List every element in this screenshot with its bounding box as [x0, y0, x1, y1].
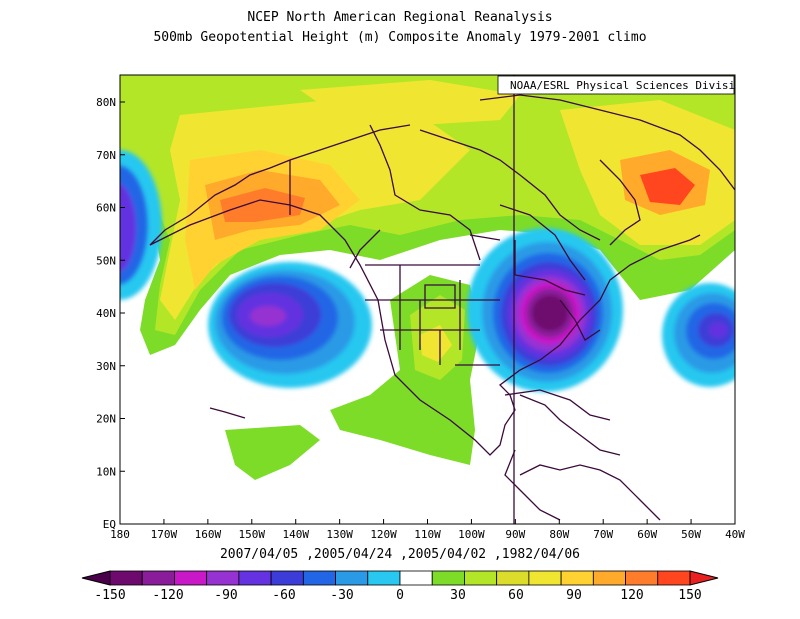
colorbar-swatch [141, 570, 175, 586]
colorbar-swatch [657, 570, 691, 586]
lon-label: 90W [505, 528, 525, 541]
colorbar-label: -90 [214, 588, 238, 603]
anomaly-field: NOAA/ESRL Physical Sciences Division [120, 75, 748, 524]
title-line-1: NCEP North American Regional Reanalysis [247, 10, 553, 25]
colorbar-label: -60 [272, 588, 296, 603]
positive-anomaly-pacific [225, 425, 320, 480]
colorbar-swatch [592, 570, 626, 586]
lat-label: 10N [96, 465, 116, 478]
pacific-low [208, 262, 372, 388]
axis-labels: 180 170W 160W 150W 140W 130W 120W 110W 100W 90W 80… [96, 96, 745, 541]
lon-label: 170W [151, 528, 178, 541]
lon-label: 80W [549, 528, 569, 541]
colorbar-min-arrow [81, 570, 111, 586]
coastlines [149, 94, 735, 521]
colorbar-label: -120 [152, 588, 184, 603]
positive-core-mexico [420, 325, 452, 362]
colorbar-label: 60 [508, 588, 524, 603]
colorbar-label: 30 [450, 588, 466, 603]
lat-label: EQ [103, 518, 116, 531]
lat-label: 30N [96, 360, 116, 373]
lon-label: 120W [370, 528, 397, 541]
colorbar-label: -150 [94, 588, 126, 603]
colorbar [81, 570, 719, 586]
lon-label: 100W [458, 528, 485, 541]
colorbar-swatch [174, 570, 208, 586]
lon-label: 60W [637, 528, 657, 541]
colorbar-label: -30 [330, 588, 354, 603]
colorbar-swatch [431, 570, 465, 586]
positive-contour-135 [220, 188, 305, 222]
lon-label: 150W [239, 528, 266, 541]
colorbar-max-arrow [689, 570, 719, 586]
colorbar-label: 150 [678, 588, 702, 603]
lon-label: 70W [593, 528, 613, 541]
lat-label: 80N [96, 96, 116, 109]
colorbar-swatch [560, 570, 594, 586]
composite-dates: 2007/04/05 ,2005/04/24 ,2005/04/02 ,1982… [219, 547, 581, 562]
lon-label: 130W [326, 528, 353, 541]
west-edge-low [120, 150, 162, 300]
credit-text: NOAA/ESRL Physical Sciences Division [510, 79, 748, 92]
lon-label: 160W [195, 528, 222, 541]
title-line-2: 500mb Geopotential Height (m) Composite … [153, 30, 647, 45]
colorbar-label: 120 [620, 588, 644, 603]
lon-label: 180 [110, 528, 130, 541]
arctic-positive [300, 80, 520, 125]
colorbar-swatch [206, 570, 240, 586]
colorbar-swatch [625, 570, 659, 586]
colorbar-swatch [270, 570, 304, 586]
colorbar-swatch [367, 570, 401, 586]
lon-label: 110W [414, 528, 441, 541]
lat-label: 60N [96, 202, 116, 215]
colorbar-swatch [335, 570, 369, 586]
atlantic-low [662, 283, 735, 387]
colorbar-swatch [496, 570, 530, 586]
lon-label: 140W [282, 528, 309, 541]
lat-label: 50N [96, 254, 116, 267]
lat-label: 40N [96, 307, 116, 320]
colorbar-swatch [302, 570, 336, 586]
great-lakes-low [467, 228, 623, 392]
colorbar-swatch [399, 570, 433, 586]
lon-label: 40W [725, 528, 745, 541]
colorbar-label: 90 [566, 588, 582, 603]
colorbar-swatch [528, 570, 562, 586]
lat-label: 20N [96, 413, 116, 426]
colorbar-swatch [464, 570, 498, 586]
colorbar-swatch [238, 570, 272, 586]
colorbar-swatch [109, 570, 143, 586]
colorbar-label: 0 [396, 588, 404, 603]
lon-label: 50W [681, 528, 701, 541]
lat-label: 70N [96, 149, 116, 162]
ne-high-150 [640, 168, 695, 205]
